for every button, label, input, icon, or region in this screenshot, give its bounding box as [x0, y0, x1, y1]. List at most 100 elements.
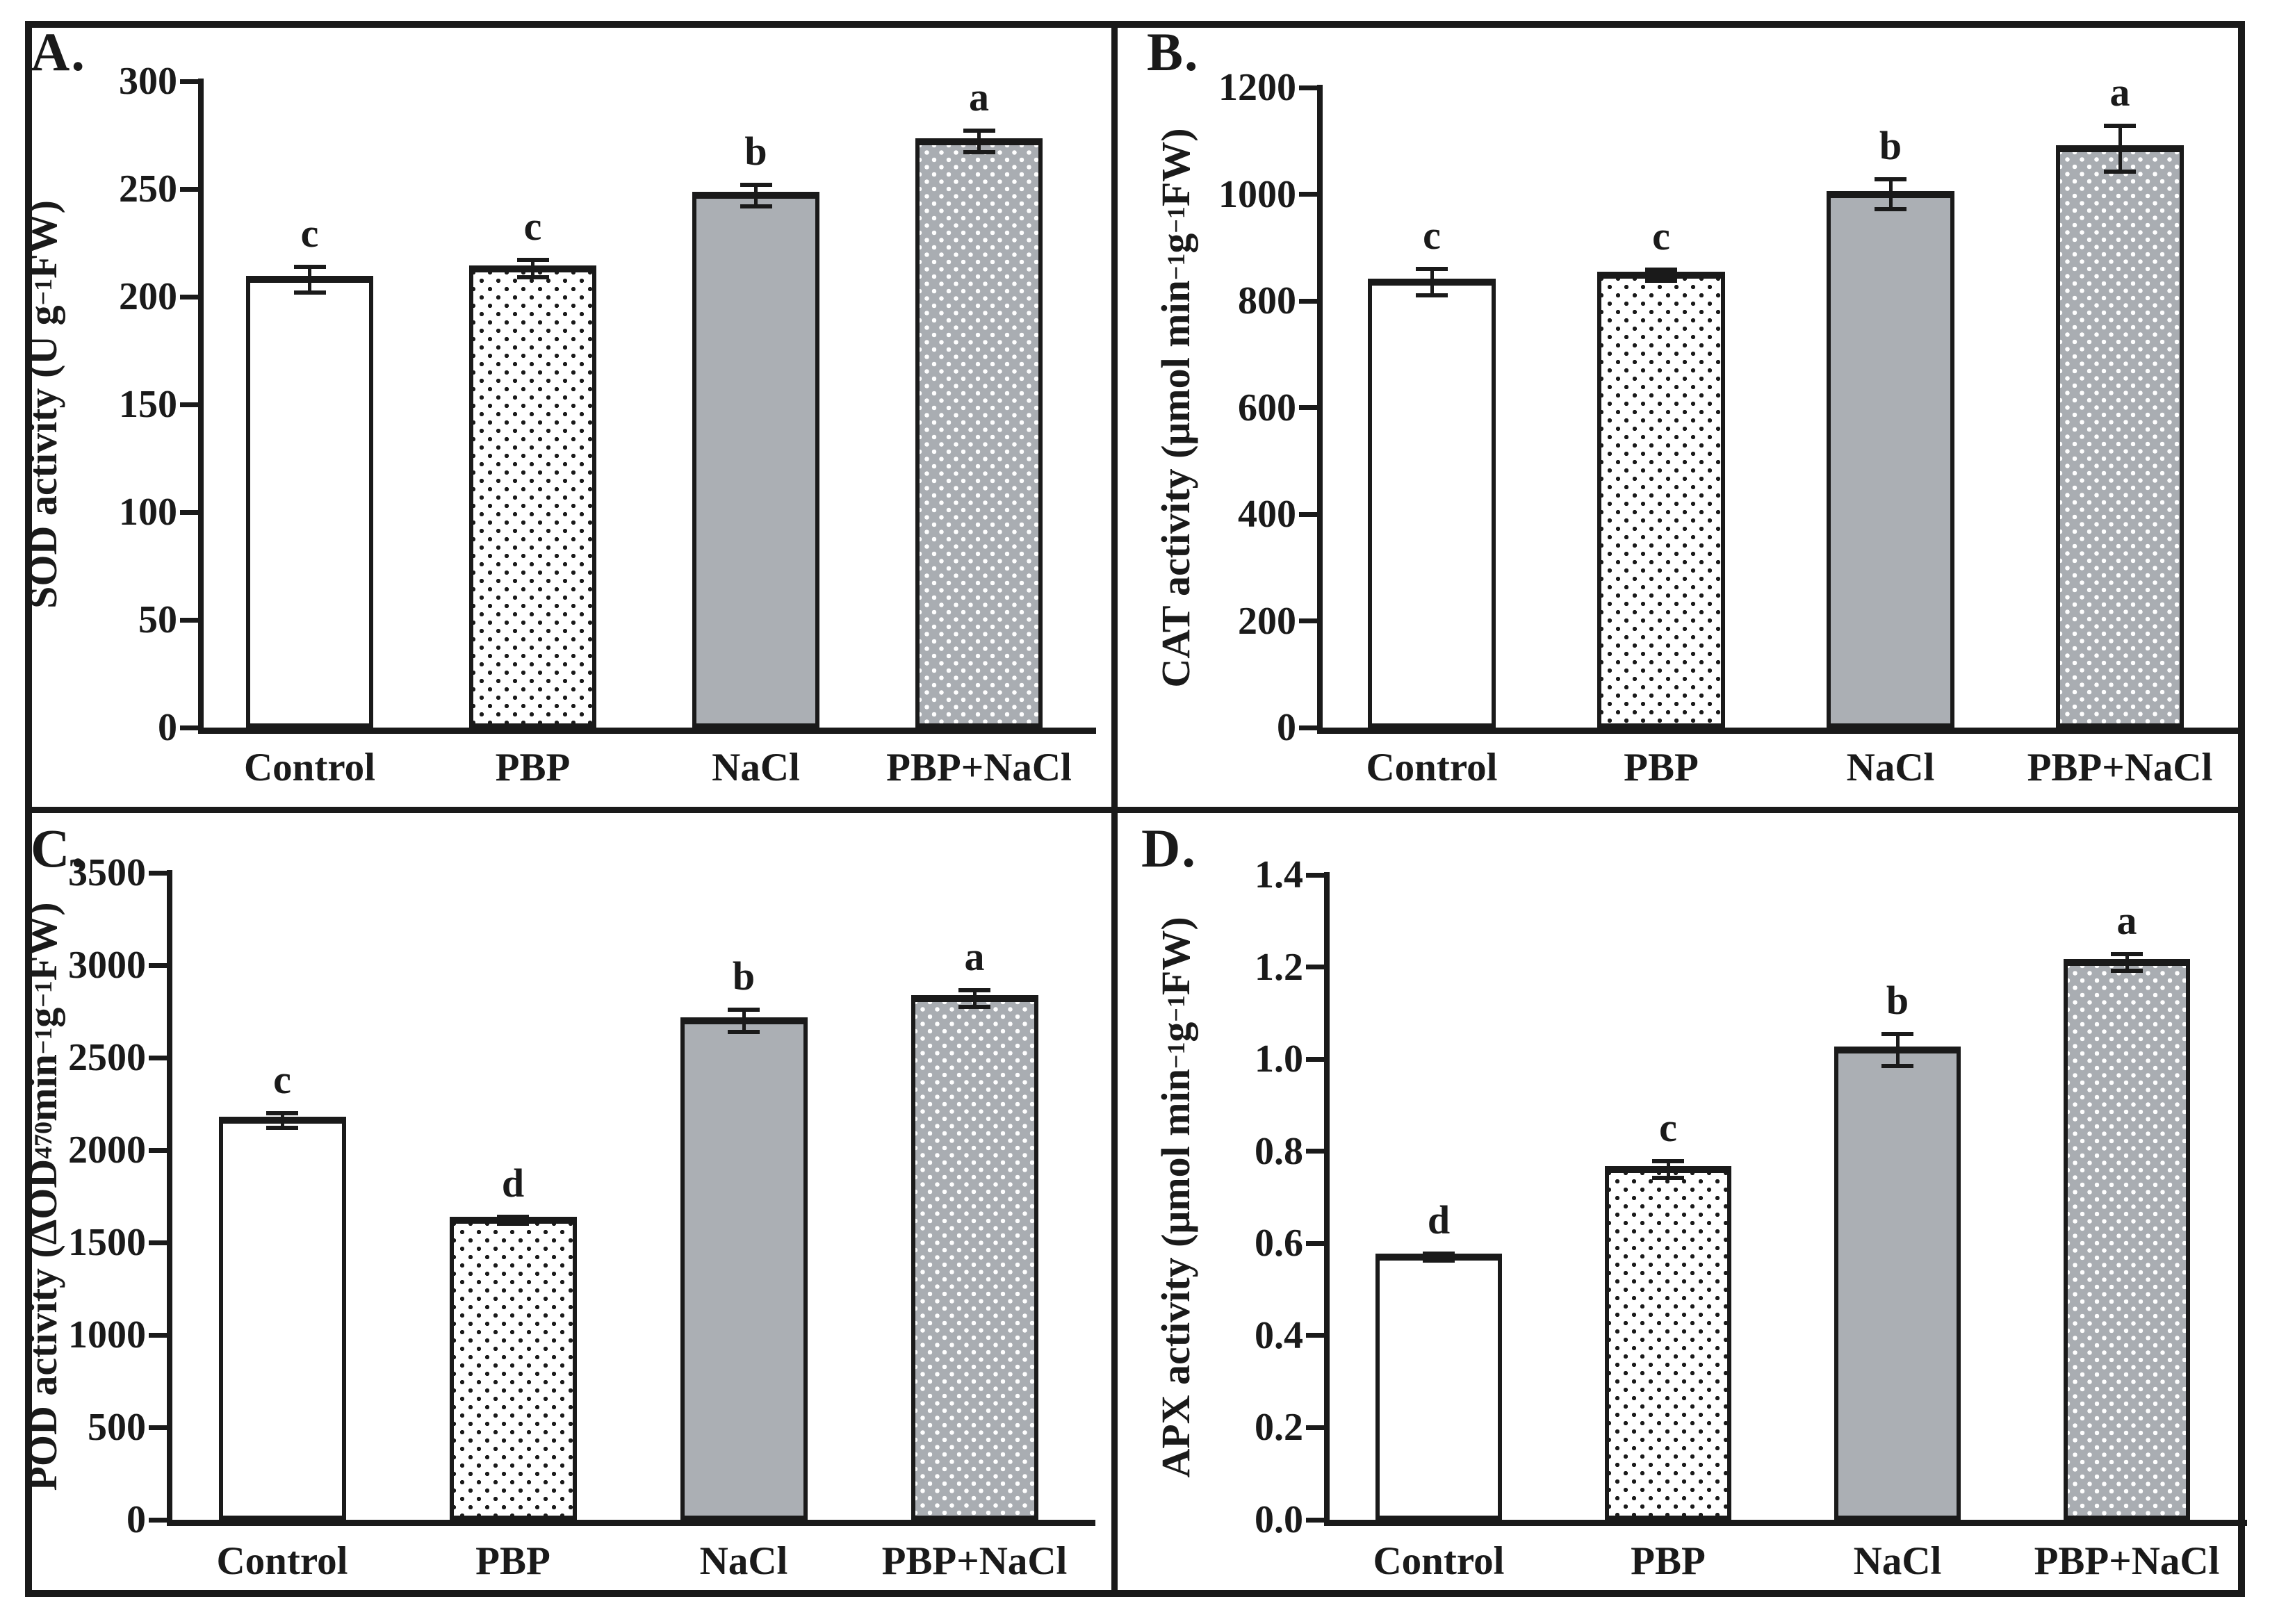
y-tick-label-c: 2000 [68, 1129, 146, 1172]
x-category-label-nacl: NaCl [1853, 1539, 1942, 1583]
y-tick-label-d: 0.6 [1255, 1222, 1303, 1265]
y-tick-label-a: 150 [119, 383, 177, 426]
x-axis-line-d [1324, 1520, 2247, 1526]
y-tick-d [1306, 1333, 1324, 1338]
bar-pbp [1597, 272, 1725, 728]
error-bar-cap-top-control [266, 1110, 298, 1115]
panel-divider-horizontal [25, 807, 2245, 813]
significance-letter-c-control: c [273, 1056, 291, 1102]
x-category-label-pbp-nacl: PBP+NaCl [886, 746, 1072, 789]
error-bar-pbp-nacl [2125, 954, 2129, 971]
error-bar-control [280, 1113, 284, 1129]
x-category-label-pbp-nacl: PBP+NaCl [2027, 746, 2213, 789]
y-tick-label-d: 1.4 [1255, 853, 1303, 896]
x-category-label-pbp: PBP [1631, 1539, 1706, 1583]
error-bar-cap-top-control [1423, 1251, 1455, 1256]
error-bar-pbp [1659, 270, 1663, 281]
y-tick-c [149, 1240, 167, 1245]
significance-letter-d-pbp-nacl: a [2116, 898, 2137, 943]
y-tick-c [149, 1425, 167, 1430]
y-tick-c [149, 870, 167, 876]
x-axis-line-c [167, 1520, 1095, 1526]
y-tick-label-d: 0.2 [1255, 1406, 1303, 1450]
error-bar-cap-top-control [1416, 266, 1448, 271]
error-bar-cap-top-nacl [1881, 1031, 1913, 1036]
y-tick-label-a: 0 [158, 706, 177, 749]
y-tick-c [149, 1147, 167, 1153]
x-category-label-nacl: NaCl [1846, 746, 1935, 789]
error-bar-pbp [1666, 1161, 1670, 1179]
x-category-label-control: Control [216, 1539, 348, 1583]
error-bar-cap-bottom-control [1416, 293, 1448, 298]
y-tick-a [180, 725, 198, 730]
bar-control [1375, 1254, 1502, 1520]
y-tick-label-a: 200 [119, 275, 177, 318]
x-axis-line-b [1317, 728, 2240, 734]
y-tick-b [1299, 725, 1317, 730]
y-tick-c [149, 1332, 167, 1338]
x-category-label-control: Control [1366, 746, 1498, 789]
panel-letter-d: D. [1141, 818, 1197, 878]
error-bar-cap-bottom-control [293, 290, 326, 295]
bar-pbp [449, 1217, 577, 1520]
error-bar-cap-bottom-pbp-nacl [2104, 170, 2136, 174]
y-axis-title-part: SOD activity (U g [20, 305, 65, 609]
x-category-label-pbp: PBP [495, 746, 571, 789]
significance-letter-b-pbp-nacl: a [2109, 69, 2130, 115]
error-bar-pbp-nacl [977, 131, 981, 153]
significance-letter-b-pbp: c [1652, 213, 1670, 259]
error-bar-cap-bottom-pbp-nacl [2111, 968, 2143, 973]
y-tick-d [1306, 1240, 1324, 1246]
significance-letter-b-nacl: b [1879, 123, 1902, 168]
error-bar-nacl [754, 184, 758, 206]
significance-letter-a-pbp-nacl: a [969, 74, 989, 120]
significance-letter-d-control: d [1427, 1197, 1451, 1242]
y-tick-b [1299, 298, 1317, 304]
x-category-label-pbp: PBP [1624, 746, 1699, 789]
bar-nacl [680, 1017, 808, 1520]
significance-letter-d-pbp: c [1659, 1105, 1677, 1151]
y-tick-b [1299, 192, 1317, 197]
y-axis-line-a [198, 79, 204, 734]
y-axis-title-part: FW) [20, 200, 65, 279]
error-bar-cap-bottom-nacl [728, 1029, 760, 1034]
bar-control [1368, 279, 1496, 728]
panel-letter-c: C. [31, 818, 86, 878]
x-category-label-control: Control [244, 746, 375, 789]
y-tick-label-c: 0 [126, 1498, 146, 1541]
y-tick-label-c: 2500 [68, 1036, 146, 1079]
x-category-label-nacl: NaCl [699, 1539, 788, 1583]
significance-letter-c-pbp-nacl: a [964, 933, 985, 979]
bar-pbp-nacl [2056, 145, 2184, 728]
error-bar-pbp [531, 260, 534, 278]
y-tick-b [1299, 85, 1317, 90]
y-tick-d [1306, 1425, 1324, 1430]
panel-letter-a: A. [31, 22, 86, 82]
y-tick-a [180, 294, 198, 300]
x-category-label-pbp: PBP [475, 1539, 550, 1583]
y-tick-label-c: 3000 [68, 944, 146, 987]
y-axis-title-part: g [1153, 233, 1198, 254]
error-bar-cap-top-pbp [497, 1214, 529, 1219]
error-bar-pbp-nacl [972, 990, 977, 1007]
y-tick-c [149, 962, 167, 968]
error-bar-cap-bottom-pbp-nacl [963, 150, 995, 155]
y-tick-a [180, 509, 198, 515]
y-tick-d [1306, 1517, 1324, 1523]
y-tick-label-b: 0 [1277, 706, 1296, 749]
y-tick-d [1306, 872, 1324, 878]
y-tick-label-d: 0.4 [1255, 1313, 1303, 1357]
x-category-label-control: Control [1373, 1539, 1505, 1583]
y-tick-label-c: 1500 [68, 1221, 146, 1264]
y-tick-b [1299, 618, 1317, 623]
error-bar-control [1437, 1253, 1441, 1261]
y-tick-label-a: 300 [119, 60, 177, 103]
error-bar-cap-top-nacl [1875, 177, 1906, 181]
error-bar-cap-top-control [293, 264, 326, 269]
y-tick-label-b: 400 [1238, 493, 1296, 536]
error-bar-cap-bottom-pbp [516, 275, 549, 280]
significance-letter-b-control: c [1423, 212, 1441, 258]
y-tick-label-c: 3500 [68, 851, 146, 894]
bar-pbp-nacl [911, 994, 1038, 1520]
